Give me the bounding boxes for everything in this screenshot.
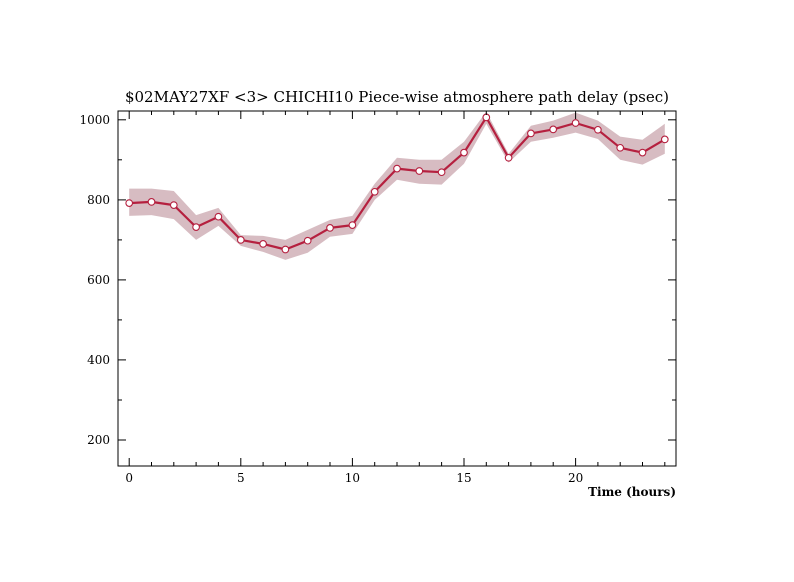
data-point [147, 198, 156, 206]
data-point [214, 212, 223, 221]
x-tick-label: 5 [237, 471, 245, 485]
data-point [259, 240, 267, 248]
data-point [616, 143, 625, 152]
data-point [482, 113, 491, 122]
data-point [460, 148, 468, 157]
data-point [527, 129, 535, 138]
x-tick-label: 15 [456, 471, 471, 485]
x-tick-label: 10 [345, 471, 360, 485]
data-point [370, 187, 379, 196]
y-tick-label: 800 [87, 193, 110, 207]
data-point [504, 153, 513, 162]
x-axis-label: Time (hours) [588, 485, 676, 499]
data-point [326, 224, 334, 232]
data-point [303, 236, 312, 245]
data-point [415, 167, 424, 175]
data-point [660, 135, 669, 144]
data-point [549, 125, 558, 134]
y-tick-label: 400 [87, 353, 110, 367]
data-point [393, 164, 401, 173]
data-point [192, 223, 200, 231]
data-point [236, 236, 245, 244]
data-point [169, 201, 178, 209]
data-point [594, 125, 602, 134]
data-point [437, 168, 446, 177]
data-point [348, 221, 357, 229]
y-tick-label: 1000 [79, 113, 110, 127]
data-point [638, 148, 647, 157]
chart-title: $02MAY27XF <3> CHICHI10 Piece-wise atmos… [125, 88, 669, 106]
x-tick-label: 0 [125, 471, 133, 485]
x-tick-label: 20 [568, 471, 583, 485]
y-tick-label: 600 [87, 273, 110, 287]
y-tick-label: 200 [87, 433, 110, 447]
plot-area: 0 5 10 15 20 200 400 600 800 1000 [79, 110, 677, 485]
uncertainty-band [129, 111, 665, 260]
data-point [125, 199, 134, 207]
data-point [571, 119, 580, 127]
data-point [281, 245, 290, 254]
